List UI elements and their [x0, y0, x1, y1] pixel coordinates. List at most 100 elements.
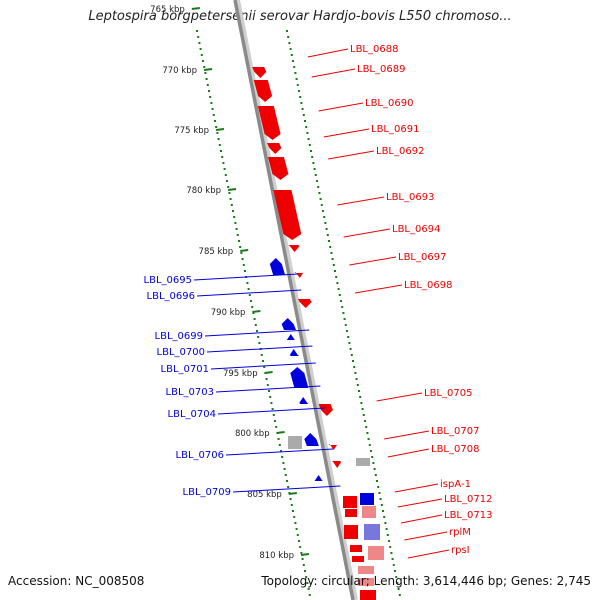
- track-dot: [287, 36, 290, 38]
- gene-block-reverse[interactable]: [289, 349, 300, 356]
- track-dot: [233, 216, 236, 218]
- track-dot: [301, 108, 304, 110]
- gene-block-reverse[interactable]: [281, 318, 297, 330]
- gene-block-forward[interactable]: [273, 190, 302, 240]
- gene-label-reverse[interactable]: LBL_0696: [147, 291, 195, 302]
- gene-block-forward[interactable]: [288, 245, 300, 252]
- gene-label-forward[interactable]: rpsI: [451, 545, 470, 556]
- gene-block-reverse[interactable]: [269, 258, 286, 275]
- gene-block-cluster[interactable]: [358, 578, 374, 586]
- gene-label-forward[interactable]: LBL_0691: [371, 124, 419, 135]
- track-dot: [241, 258, 244, 260]
- gene-label-forward[interactable]: LBL_0692: [376, 146, 424, 157]
- gene-label-reverse[interactable]: LBL_0706: [176, 450, 224, 461]
- gene-label-forward[interactable]: LBL_0707: [431, 426, 479, 437]
- gene-block-forward[interactable]: [318, 404, 333, 416]
- track-dot: [294, 522, 297, 524]
- track-dot: [330, 252, 333, 254]
- track-dot: [371, 456, 374, 458]
- gene-leader-line: [328, 150, 375, 160]
- track-dot: [396, 582, 399, 584]
- track-dot: [312, 162, 315, 164]
- gene-block-reverse[interactable]: [286, 334, 296, 340]
- kbp-tick: [191, 7, 200, 10]
- gene-block-cluster[interactable]: [345, 509, 357, 517]
- kbp-tick: [252, 310, 261, 313]
- gene-block-cluster[interactable]: [352, 556, 364, 562]
- gene-label-forward[interactable]: LBL_0688: [350, 44, 398, 55]
- gene-label-reverse[interactable]: LBL_0704: [168, 409, 216, 420]
- gene-label-reverse[interactable]: LBL_0700: [157, 347, 205, 358]
- kbp-tick: [215, 128, 225, 131]
- track-dot: [328, 240, 330, 242]
- track-dot: [384, 522, 387, 524]
- gene-block-cluster[interactable]: [343, 496, 357, 508]
- gene-block-cluster[interactable]: [360, 493, 374, 505]
- track-dot: [367, 438, 370, 440]
- gene-block-forward[interactable]: [253, 80, 273, 102]
- track-dot: [373, 468, 376, 470]
- gene-label-forward[interactable]: LBL_0694: [392, 224, 440, 235]
- gene-block-forward[interactable]: [267, 157, 289, 180]
- gene-leader-line: [217, 407, 325, 415]
- track-dot: [239, 246, 242, 248]
- gene-block-forward[interactable]: [331, 461, 342, 468]
- track-dot: [280, 450, 282, 452]
- gene-block-cluster[interactable]: [364, 524, 380, 540]
- gene-block-forward[interactable]: [294, 272, 304, 278]
- gene-label-forward[interactable]: LBL_0712: [444, 494, 492, 505]
- gene-block-gray[interactable]: [356, 458, 370, 466]
- gene-label-forward[interactable]: LBL_0705: [424, 388, 472, 399]
- gene-label-reverse[interactable]: LBL_0699: [155, 331, 203, 342]
- gene-label-forward[interactable]: LBL_0689: [357, 64, 405, 75]
- gene-block-cluster[interactable]: [344, 525, 358, 539]
- gene-label-reverse[interactable]: LBL_0709: [183, 487, 231, 498]
- gene-block-forward[interactable]: [328, 444, 338, 450]
- gene-label-forward[interactable]: LBL_0697: [398, 252, 446, 263]
- gene-leader-line: [225, 448, 334, 456]
- gene-leader-line: [376, 392, 423, 402]
- gene-leader-line: [318, 102, 364, 112]
- gene-label-forward[interactable]: LBL_0693: [386, 192, 434, 203]
- gene-label-reverse[interactable]: LBL_0701: [161, 364, 209, 375]
- gene-block-cluster[interactable]: [350, 545, 362, 552]
- gene-block-cluster[interactable]: [362, 506, 376, 518]
- track-dot: [372, 462, 375, 464]
- gene-features: [252, 67, 384, 600]
- gene-block-gray[interactable]: [288, 436, 302, 449]
- gene-label-reverse[interactable]: LBL_0703: [166, 387, 214, 398]
- track-dot: [262, 360, 264, 362]
- kbp-scale: 765 kbp 770 kbp 775 kbp 780 kbp 785 kbp 790 k…: [150, 5, 310, 561]
- track-dot: [196, 30, 198, 32]
- track-dot: [221, 156, 224, 158]
- gene-block-reverse[interactable]: [314, 475, 324, 481]
- gene-block-forward[interactable]: [297, 299, 312, 308]
- track-dot: [338, 294, 341, 296]
- gene-block-reverse[interactable]: [290, 367, 309, 388]
- gene-label-forward[interactable]: ispA-1: [440, 479, 471, 490]
- gene-label-forward[interactable]: LBL_0698: [404, 280, 452, 291]
- gene-block-forward[interactable]: [257, 106, 281, 140]
- gene-label-forward[interactable]: LBL_0708: [431, 444, 479, 455]
- gene-block-cluster[interactable]: [358, 566, 374, 574]
- gene-label-forward[interactable]: rplM: [449, 527, 471, 538]
- gene-label-forward[interactable]: LBL_0713: [444, 510, 492, 521]
- gene-block-reverse[interactable]: [304, 433, 319, 446]
- track-dot: [323, 216, 326, 218]
- gene-leader-line: [349, 256, 397, 266]
- track-dot: [336, 282, 339, 284]
- gene-block-forward[interactable]: [252, 67, 267, 78]
- track-dot: [394, 570, 396, 572]
- track-dot: [356, 384, 359, 386]
- gene-block-cluster[interactable]: [360, 590, 376, 600]
- gene-label-forward[interactable]: LBL_0690: [365, 98, 413, 109]
- track-dot: [322, 210, 324, 212]
- gene-label-reverse[interactable]: LBL_0695: [144, 275, 192, 286]
- track-dot: [331, 258, 334, 260]
- track-dot: [209, 96, 212, 98]
- gene-block-forward[interactable]: [267, 143, 282, 154]
- gene-block-cluster[interactable]: [368, 546, 384, 560]
- gene-block-reverse[interactable]: [299, 397, 309, 404]
